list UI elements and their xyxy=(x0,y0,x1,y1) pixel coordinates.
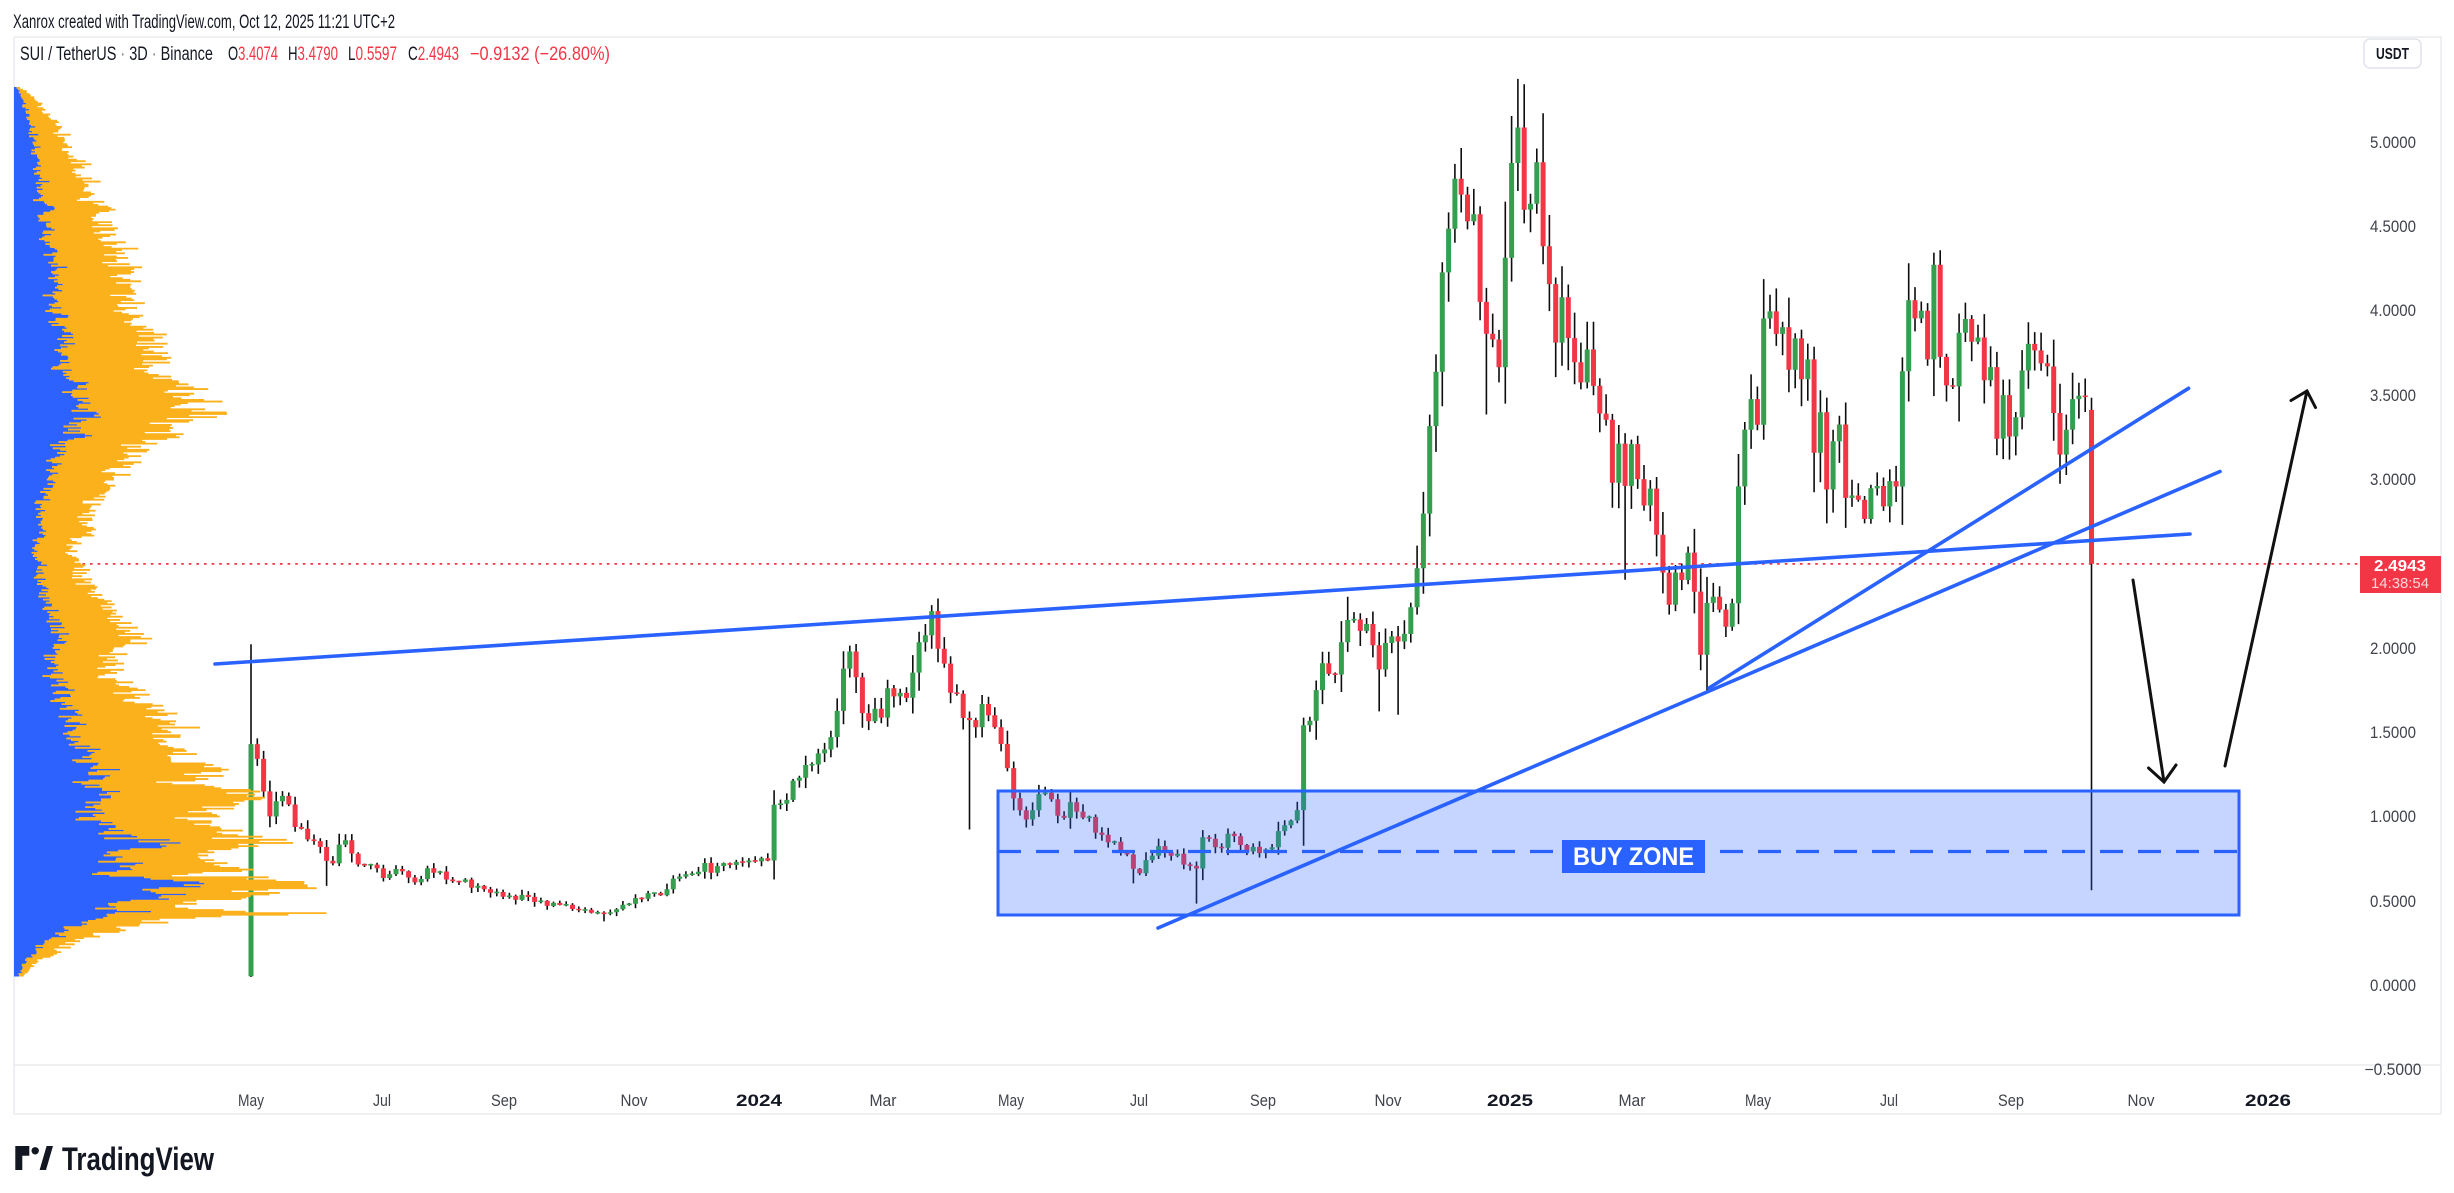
svg-text:L0.5597: L0.5597 xyxy=(348,44,397,65)
svg-text:1.0000: 1.0000 xyxy=(2370,808,2416,826)
svg-text:2.4943: 2.4943 xyxy=(2374,558,2426,575)
svg-text:2.0000: 2.0000 xyxy=(2370,640,2416,658)
svg-text:SUI / TetherUS · 3D · Binance: SUI / TetherUS · 3D · Binance xyxy=(20,44,213,65)
svg-text:USDT: USDT xyxy=(2376,46,2409,63)
svg-text:O3.4074: O3.4074 xyxy=(228,44,278,65)
svg-text:5.0000: 5.0000 xyxy=(2370,134,2416,152)
svg-text:Jul: Jul xyxy=(373,1092,391,1110)
svg-text:Nov: Nov xyxy=(2128,1092,2156,1110)
svg-text:Sep: Sep xyxy=(491,1092,517,1110)
svg-text:4.5000: 4.5000 xyxy=(2370,218,2416,236)
svg-text:1.5000: 1.5000 xyxy=(2370,724,2416,742)
svg-text:Mar: Mar xyxy=(870,1092,897,1110)
svg-text:0.5000: 0.5000 xyxy=(2370,893,2416,911)
svg-text:Sep: Sep xyxy=(1998,1092,2024,1110)
svg-text:3.0000: 3.0000 xyxy=(2370,471,2416,489)
svg-text:TradingView: TradingView xyxy=(62,1141,214,1177)
svg-text:2025: 2025 xyxy=(1487,1092,1533,1110)
svg-text:0.0000: 0.0000 xyxy=(2370,977,2416,995)
svg-text:Jul: Jul xyxy=(1130,1092,1148,1110)
svg-text:−0.5000: −0.5000 xyxy=(2365,1061,2422,1079)
svg-text:H3.4790: H3.4790 xyxy=(288,44,338,65)
svg-text:Sep: Sep xyxy=(1250,1092,1276,1110)
svg-text:Jul: Jul xyxy=(1880,1092,1898,1110)
svg-text:3.5000: 3.5000 xyxy=(2370,387,2416,405)
svg-text:Nov: Nov xyxy=(621,1092,649,1110)
svg-text:May: May xyxy=(1745,1092,1772,1110)
svg-text:BUY ZONE: BUY ZONE xyxy=(1573,843,1694,871)
svg-text:Mar: Mar xyxy=(1619,1092,1646,1110)
svg-text:C2.4943: C2.4943 xyxy=(408,44,459,65)
svg-text:May: May xyxy=(238,1092,265,1110)
svg-text:2026: 2026 xyxy=(2245,1092,2291,1110)
svg-text:Xanrox created with TradingVie: Xanrox created with TradingView.com, Oct… xyxy=(13,12,395,33)
svg-text:May: May xyxy=(998,1092,1025,1110)
svg-text:2024: 2024 xyxy=(736,1092,783,1110)
svg-text:14:38:54: 14:38:54 xyxy=(2371,575,2429,592)
svg-text:−0.9132 (−26.80%): −0.9132 (−26.80%) xyxy=(470,44,610,65)
svg-text:Nov: Nov xyxy=(1375,1092,1403,1110)
svg-text:4.0000: 4.0000 xyxy=(2370,302,2416,320)
